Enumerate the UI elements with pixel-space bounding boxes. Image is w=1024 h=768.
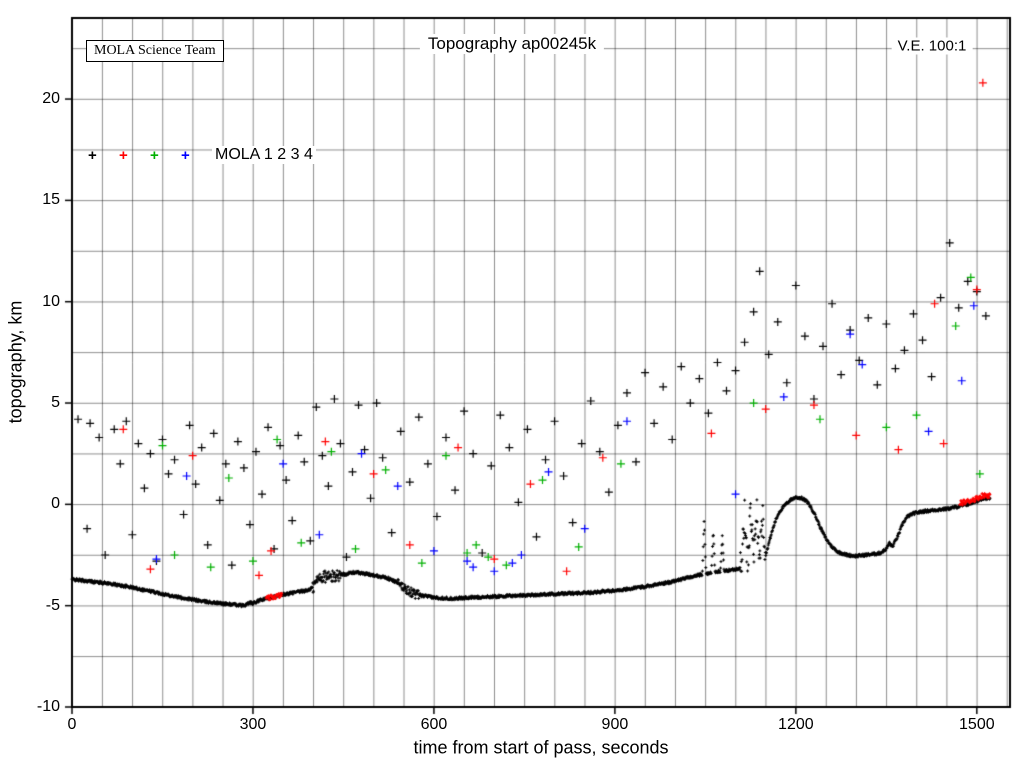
y-tick-label: 0: [51, 495, 60, 513]
mola2-plus-marker-icon: +: [119, 146, 128, 164]
mola4-plus-marker-icon: +: [181, 146, 190, 164]
y-tick-label: 5: [51, 394, 60, 412]
y-tick-label: 20: [42, 90, 60, 108]
x-tick-label: 300: [239, 716, 267, 733]
x-tick-label: 1500: [959, 716, 995, 733]
x-axis-label: time from start of pass, seconds: [413, 737, 669, 758]
y-tick-label: 10: [42, 292, 60, 310]
credit-box: MOLA Science Team: [86, 40, 224, 62]
legend-label: MOLA 1 2 3 4: [212, 146, 316, 164]
y-tick-label: -5: [45, 596, 60, 614]
legend: + + + + MOLA 1 2 3 4: [88, 146, 316, 164]
y-tick-label: -10: [36, 698, 60, 715]
y-tick-label: 15: [42, 191, 60, 209]
vertical-exaggeration-label: V.E. 100:1: [891, 37, 973, 55]
x-tick-label: 0: [67, 716, 77, 733]
mola3-plus-marker-icon: +: [150, 146, 159, 164]
x-tick-label: 600: [420, 716, 448, 733]
mola1-plus-marker-icon: +: [88, 146, 97, 164]
x-tick-label: 1200: [778, 716, 814, 733]
plot-title: Topography ap00245k: [419, 34, 605, 54]
y-axis-label: topography, km: [5, 300, 26, 424]
x-tick-label: 900: [601, 716, 629, 733]
